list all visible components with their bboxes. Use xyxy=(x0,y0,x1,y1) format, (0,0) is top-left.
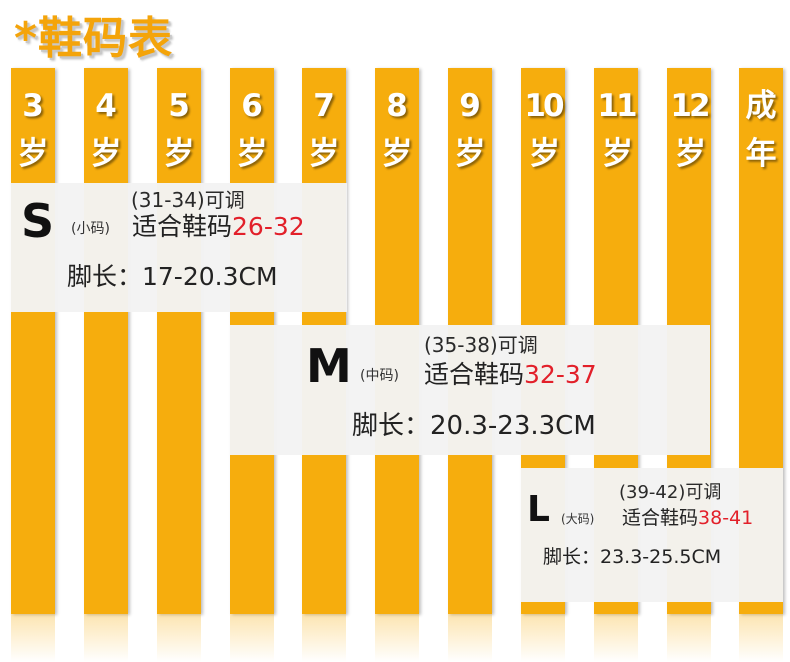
foot-length: 脚长：20.3-23.3CM xyxy=(352,411,596,441)
fit-label: 适合鞋码 xyxy=(132,212,233,241)
size-panel-l: (39-42)可调 L (大码) 适合鞋码38-41 脚长：23.3-25.5C… xyxy=(521,468,783,602)
bar-reflection xyxy=(739,614,783,662)
bar-reflection xyxy=(302,614,346,662)
size-cn-name: (小码) xyxy=(71,221,110,237)
shoe-size-fit: 适合鞋码26-32 xyxy=(132,207,305,243)
bar-reflection xyxy=(375,614,419,662)
size-letter: M xyxy=(306,339,352,393)
age-column-3: 3 岁 xyxy=(11,68,55,614)
size-letter: S xyxy=(21,194,55,248)
bar-reflection xyxy=(157,614,201,662)
age-column-4: 4 岁 xyxy=(84,68,128,614)
bar-reflection xyxy=(594,614,638,662)
age-column-5: 5 岁 xyxy=(157,68,201,614)
fit-label: 适合鞋码 xyxy=(424,360,525,389)
bar-reflection xyxy=(11,614,55,662)
shoe-size-fit: 适合鞋码32-37 xyxy=(424,355,597,391)
fit-range: 32-37 xyxy=(524,360,597,389)
age-label: 9 岁 xyxy=(454,88,486,172)
bar-reflection xyxy=(667,614,711,662)
fit-range: 26-32 xyxy=(232,212,305,241)
size-panel-m: (35-38)可调 M (中码) 适合鞋码32-37 脚长：20.3-23.3C… xyxy=(230,325,710,455)
adjustable-range: (31-34)可调 xyxy=(131,188,245,212)
age-label: 10 岁 xyxy=(524,88,564,172)
age-label: 4 岁 xyxy=(90,88,122,172)
size-letter: L xyxy=(527,489,550,530)
adjustable-range: (35-38)可调 xyxy=(424,333,538,357)
bar-reflection xyxy=(84,614,128,662)
bar-reflection xyxy=(521,614,565,662)
age-label: 3 岁 xyxy=(17,88,49,172)
fit-label: 适合鞋码 xyxy=(622,507,699,529)
foot-length: 脚长：23.3-25.5CM xyxy=(543,546,722,568)
age-label: 5 岁 xyxy=(163,88,195,172)
bar-reflection xyxy=(230,614,274,662)
age-label: 成 年 xyxy=(745,88,777,172)
age-label: 6 岁 xyxy=(236,88,268,172)
size-cn-name: (中码) xyxy=(360,368,399,384)
age-label: 12 岁 xyxy=(670,88,710,172)
age-label: 8 岁 xyxy=(381,88,413,172)
fit-range: 38-41 xyxy=(698,507,754,529)
bar-reflection xyxy=(448,614,492,662)
age-label: 7 岁 xyxy=(308,88,340,172)
size-cn-name: (大码) xyxy=(561,512,595,526)
adjustable-range: (39-42)可调 xyxy=(619,482,722,503)
page-title: *鞋码表 xyxy=(14,13,174,64)
age-label: 11 岁 xyxy=(597,88,637,172)
shoe-size-fit: 适合鞋码38-41 xyxy=(622,503,753,530)
size-panel-s: (31-34)可调 S (小码) 适合鞋码26-32 脚长：17-20.3CM xyxy=(11,183,347,312)
foot-length: 脚长：17-20.3CM xyxy=(67,262,278,291)
